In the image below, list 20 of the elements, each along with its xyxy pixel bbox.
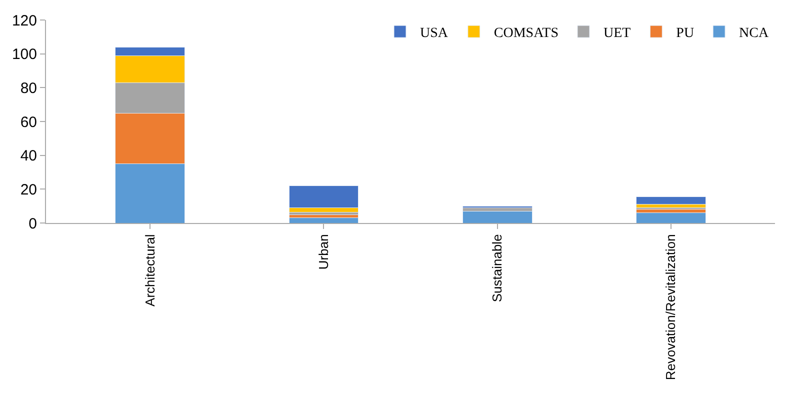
bar — [462, 210, 532, 223]
x-tick-label: Revovation/Revitalization — [663, 234, 678, 380]
bar — [636, 212, 706, 223]
y-tick-label: 80 — [20, 80, 37, 97]
legend-label: USA — [420, 26, 449, 41]
y-tick-label: 100 — [12, 46, 37, 64]
y-tick-label: 0 — [28, 215, 37, 232]
legend-label: NCA — [739, 26, 770, 41]
legend-label: UET — [603, 26, 632, 41]
bar — [288, 186, 359, 208]
x-tick-label: Sustainable — [490, 234, 505, 302]
legend-label: PU — [676, 26, 694, 41]
y-tick-label: 120 — [12, 12, 37, 30]
bar — [636, 196, 706, 205]
legend-label: COMSATS — [494, 26, 558, 41]
y-tick-label: 20 — [20, 181, 37, 198]
y-tick-label: 60 — [20, 114, 37, 131]
x-tick-label: Urban — [316, 234, 331, 270]
y-tick-label: 40 — [20, 148, 37, 165]
x-tick-label: Architectural — [142, 234, 158, 306]
